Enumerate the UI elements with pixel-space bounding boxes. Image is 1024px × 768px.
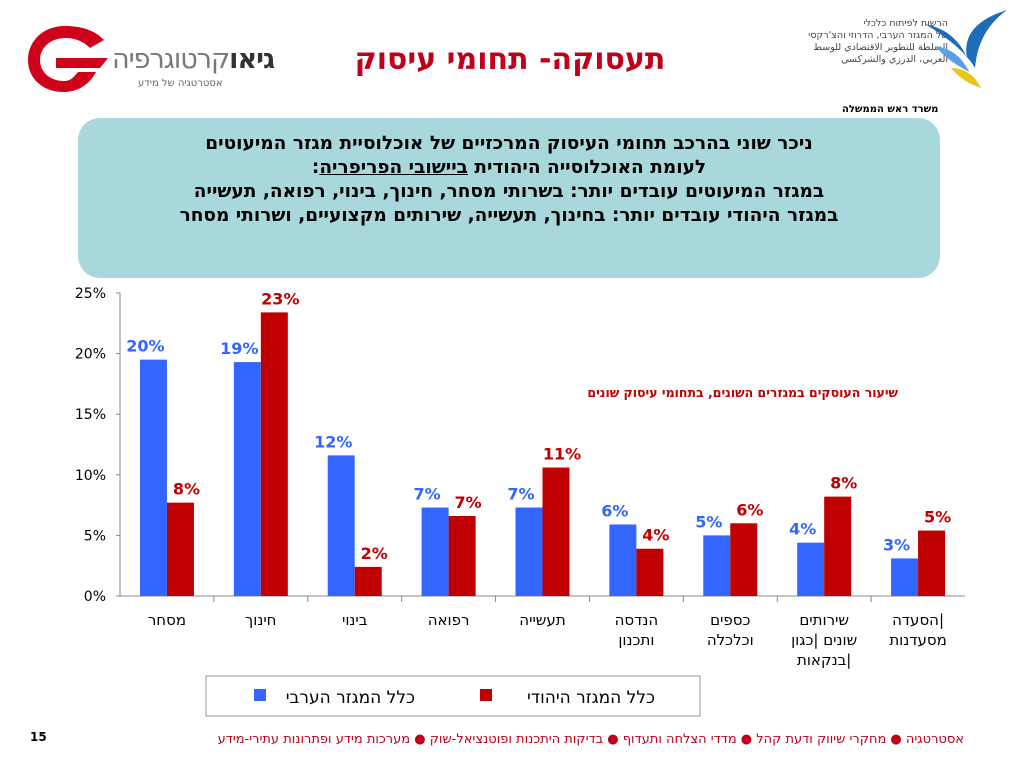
data-label: 7%	[455, 493, 482, 512]
category-label: הנדסה	[615, 611, 659, 629]
bar-arab	[233, 362, 261, 596]
category-label: הסעדה|	[892, 611, 944, 629]
legend-swatch-arab	[254, 689, 266, 701]
data-label: 4%	[789, 520, 816, 539]
data-label: 6%	[601, 501, 628, 520]
summary-box: ניכר שוני בהרכב תחומי העיסוק המרכזיים של…	[78, 118, 940, 278]
authority-line: הרשות לפיתוח כלכלי	[863, 18, 948, 29]
office-label: משרד ראש הממשלה	[842, 104, 939, 115]
bar-jewish	[824, 496, 852, 596]
bar-jewish	[260, 312, 288, 596]
category-label: ותכנון	[618, 631, 654, 649]
legend-label: כלל המגזר היהודי	[527, 688, 655, 708]
bar-arab	[609, 524, 637, 596]
bar-jewish	[354, 566, 382, 596]
summary-line: לעומת האוכלוסייה היהודית ביישובי הפריפרי…	[98, 156, 920, 180]
bar-jewish	[636, 548, 664, 596]
category-label: שונים |כגון	[791, 631, 857, 649]
bird-emblem-icon	[925, 10, 1007, 88]
summary-text: :	[311, 157, 320, 178]
bar-arab	[891, 558, 919, 596]
data-label: 12%	[314, 432, 352, 451]
category-label: מסעדנות	[889, 631, 946, 649]
y-tick-label: 0%	[84, 589, 106, 605]
bar-jewish	[542, 467, 570, 596]
y-tick-label: 5%	[84, 528, 106, 544]
category-label: רפואה	[428, 611, 470, 629]
data-label: 6%	[736, 500, 763, 519]
category-label: כספים	[710, 611, 750, 629]
bar-arab	[327, 455, 355, 596]
legend-label: כלל המגזר הערבי	[286, 688, 415, 708]
brand-tagline: אסטרטגיה של מידע	[138, 78, 223, 89]
summary-line: במגזר היהודי עובדים יותר: בחינוך, תעשייה…	[179, 205, 839, 226]
category-label: תעשייה	[519, 611, 565, 629]
category-label: וכלכלה	[707, 631, 754, 649]
bar-jewish	[166, 502, 194, 596]
bar-jewish	[448, 516, 476, 596]
data-label: 2%	[361, 544, 388, 563]
category-label: מסחר	[148, 611, 186, 629]
footer-text: אסטרטגיה ● מחקרי שיווק ודעת קהל ● מדדי ה…	[217, 732, 964, 747]
data-label: 20%	[126, 337, 164, 356]
y-tick-label: 20%	[75, 347, 106, 363]
data-label: 7%	[507, 485, 534, 504]
brand-bold: גיאו	[229, 44, 275, 75]
data-label: 23%	[261, 289, 299, 308]
data-label: 4%	[642, 526, 669, 545]
data-label: 7%	[414, 485, 441, 504]
data-label: 3%	[883, 535, 910, 554]
page-title: תעסוקה- תחומי עיסוק	[354, 42, 666, 77]
authority-text: הרשות לפיתוח כלכלי של המגזר הערבי, הדרוז…	[748, 18, 948, 66]
data-label: 11%	[543, 445, 581, 464]
summary-text: לעומת האוכלוסייה היהודית	[467, 157, 707, 178]
bar-arab	[703, 535, 731, 596]
data-label: 5%	[924, 508, 951, 527]
data-label: 8%	[830, 474, 857, 493]
summary-line: ניכר שוני בהרכב תחומי העיסוק המרכזיים של…	[205, 133, 813, 154]
brand-light: קרטוגרפיה	[112, 44, 230, 75]
y-tick-label: 10%	[75, 468, 106, 484]
category-label: בינוי	[342, 611, 368, 629]
chart-subtitle: שיעור העוסקים במגזרים השונים, בתחומי עיס…	[587, 385, 898, 400]
authority-line: السلطة للتطوير الاقتصادي للوسط	[813, 42, 948, 53]
category-label: חינוך	[245, 611, 276, 629]
bar-jewish	[730, 523, 758, 596]
legend-box	[205, 675, 701, 717]
data-label: 5%	[695, 512, 722, 531]
bar-arab	[515, 507, 543, 596]
authority-logo: הרשות לפיתוח כלכלי של המגזר הערבי, הדרוז…	[760, 6, 1010, 116]
brand-name: גיאוקרטוגרפיה	[112, 44, 275, 75]
bar-arab	[797, 542, 825, 596]
page-number: 15	[30, 730, 47, 744]
authority-line: של המגזר הערבי, הדרוזי והצ'רקסי	[808, 30, 948, 41]
summary-underlined: ביישובי הפריפריה	[319, 157, 468, 178]
bar-jewish	[918, 530, 946, 596]
bar-arab	[421, 507, 449, 596]
y-tick-label: 15%	[75, 407, 106, 423]
category-label: שירותים	[799, 611, 849, 629]
legend-swatch-jewish	[480, 689, 492, 701]
geo-swoosh-icon	[28, 26, 108, 92]
geocartography-logo: גיאוקרטוגרפיה אסטרטגיה של מידע	[20, 18, 275, 98]
data-label: 19%	[220, 339, 258, 358]
summary-line: במגזר המיעוטים עובדים יותר: בשרותי מסחר,…	[193, 181, 825, 202]
category-label: בנקאות|	[797, 651, 851, 669]
bar-arab	[139, 359, 167, 596]
authority-line: العربي، الدرزي والشركسي	[841, 54, 948, 65]
y-tick-label: 25%	[75, 286, 106, 302]
data-label: 8%	[173, 480, 200, 499]
